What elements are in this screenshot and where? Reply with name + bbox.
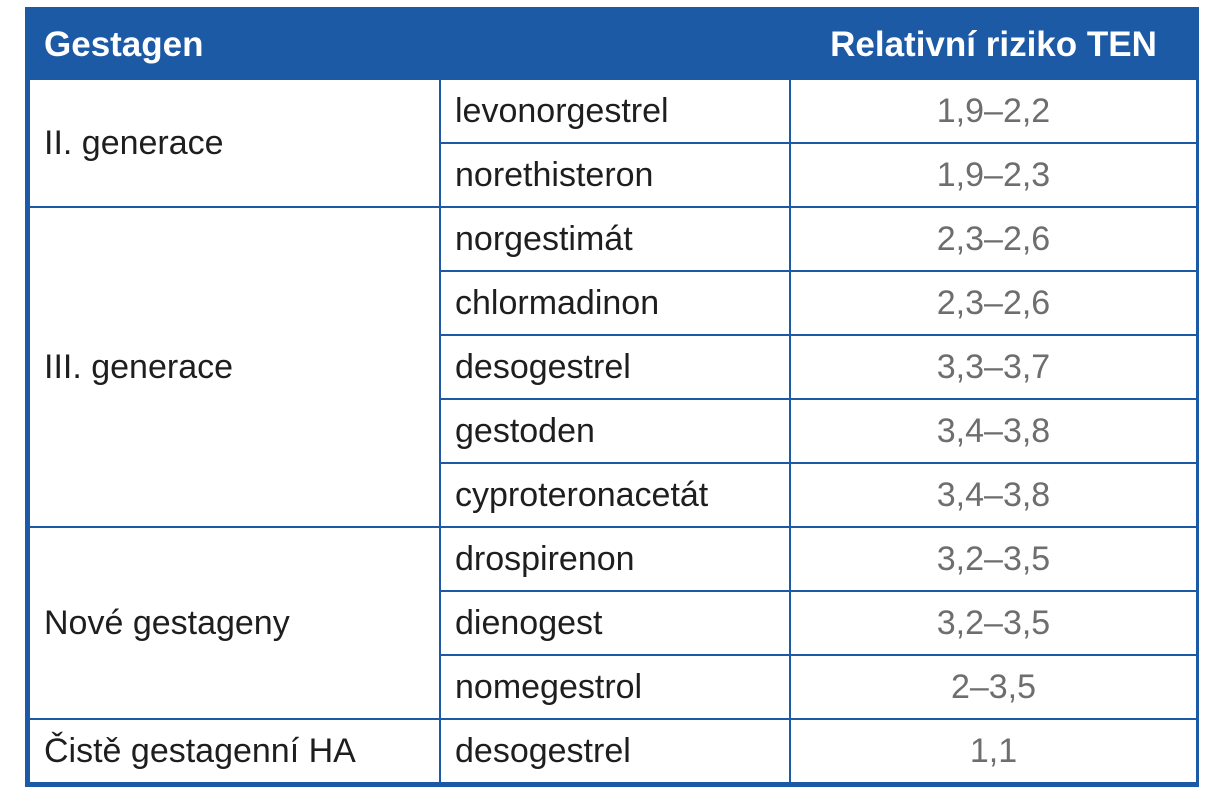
risk-value: 3,4–3,8: [789, 398, 1198, 464]
header-relative-risk: Relativní riziko TEN: [789, 10, 1198, 80]
risk-value: 3,2–3,5: [789, 590, 1198, 656]
gestagen-name: norgestimát: [439, 206, 791, 272]
table-body: II. generace levonorgestrel 1,9–2,2 nore…: [28, 78, 1198, 784]
risk-value: 2–3,5: [789, 654, 1198, 720]
risk-value: 3,4–3,8: [789, 462, 1198, 528]
gestagen-name: drospirenon: [439, 526, 791, 592]
gestagen-name: gestoden: [439, 398, 791, 464]
risk-table: Gestagen Relativní riziko TEN II. genera…: [28, 10, 1198, 784]
gestagen-name: levonorgestrel: [439, 78, 791, 144]
gestagen-name: desogestrel: [439, 718, 791, 784]
gestagen-name: dienogest: [439, 590, 791, 656]
risk-value: 1,9–2,2: [789, 78, 1198, 144]
header-row: Gestagen Relativní riziko TEN: [28, 10, 1198, 80]
group-label: Čistě gestagenní HA: [28, 718, 441, 784]
table-row: Čistě gestagenní HA desogestrel 1,1: [28, 718, 1198, 784]
table-row: Nové gestageny drospirenon 3,2–3,5: [28, 526, 1198, 720]
table-row: II. generace levonorgestrel 1,9–2,2: [28, 78, 1198, 208]
risk-value: 1,1: [789, 718, 1198, 784]
group-label: Nové gestageny: [28, 526, 441, 720]
risk-value: 3,3–3,7: [789, 334, 1198, 400]
gestagen-name: nomegestrol: [439, 654, 791, 720]
gestagen-name: chlormadinon: [439, 270, 791, 336]
table-row: nomegestrol 2–3,5: [29, 654, 1198, 720]
table-row: desogestrel 3,3–3,7: [29, 334, 1198, 400]
risk-value: 2,3–2,6: [789, 270, 1198, 336]
table-row: III. generace norgestimát 2,3–2,6: [28, 206, 1198, 528]
table-row: dienogest 3,2–3,5: [29, 590, 1198, 656]
header-gestagen: Gestagen: [28, 10, 791, 80]
risk-value: 2,3–2,6: [789, 206, 1198, 272]
gestagen-name: desogestrel: [439, 334, 791, 400]
gestagen-name: norethisteron: [439, 142, 791, 208]
table-row: cyproteronacetát 3,4–3,8: [29, 462, 1198, 528]
risk-value: 1,9–2,3: [789, 142, 1198, 208]
table-row: chlormadinon 2,3–2,6: [29, 270, 1198, 336]
table-header: Gestagen Relativní riziko TEN: [28, 10, 1198, 80]
risk-table-container: Gestagen Relativní riziko TEN II. genera…: [25, 7, 1199, 787]
table-row: gestoden 3,4–3,8: [29, 398, 1198, 464]
risk-value: 3,2–3,5: [789, 526, 1198, 592]
group-label: II. generace: [28, 78, 441, 208]
gestagen-name: cyproteronacetát: [439, 462, 791, 528]
table-row: norethisteron 1,9–2,3: [29, 142, 1198, 208]
group-label: III. generace: [28, 206, 441, 528]
